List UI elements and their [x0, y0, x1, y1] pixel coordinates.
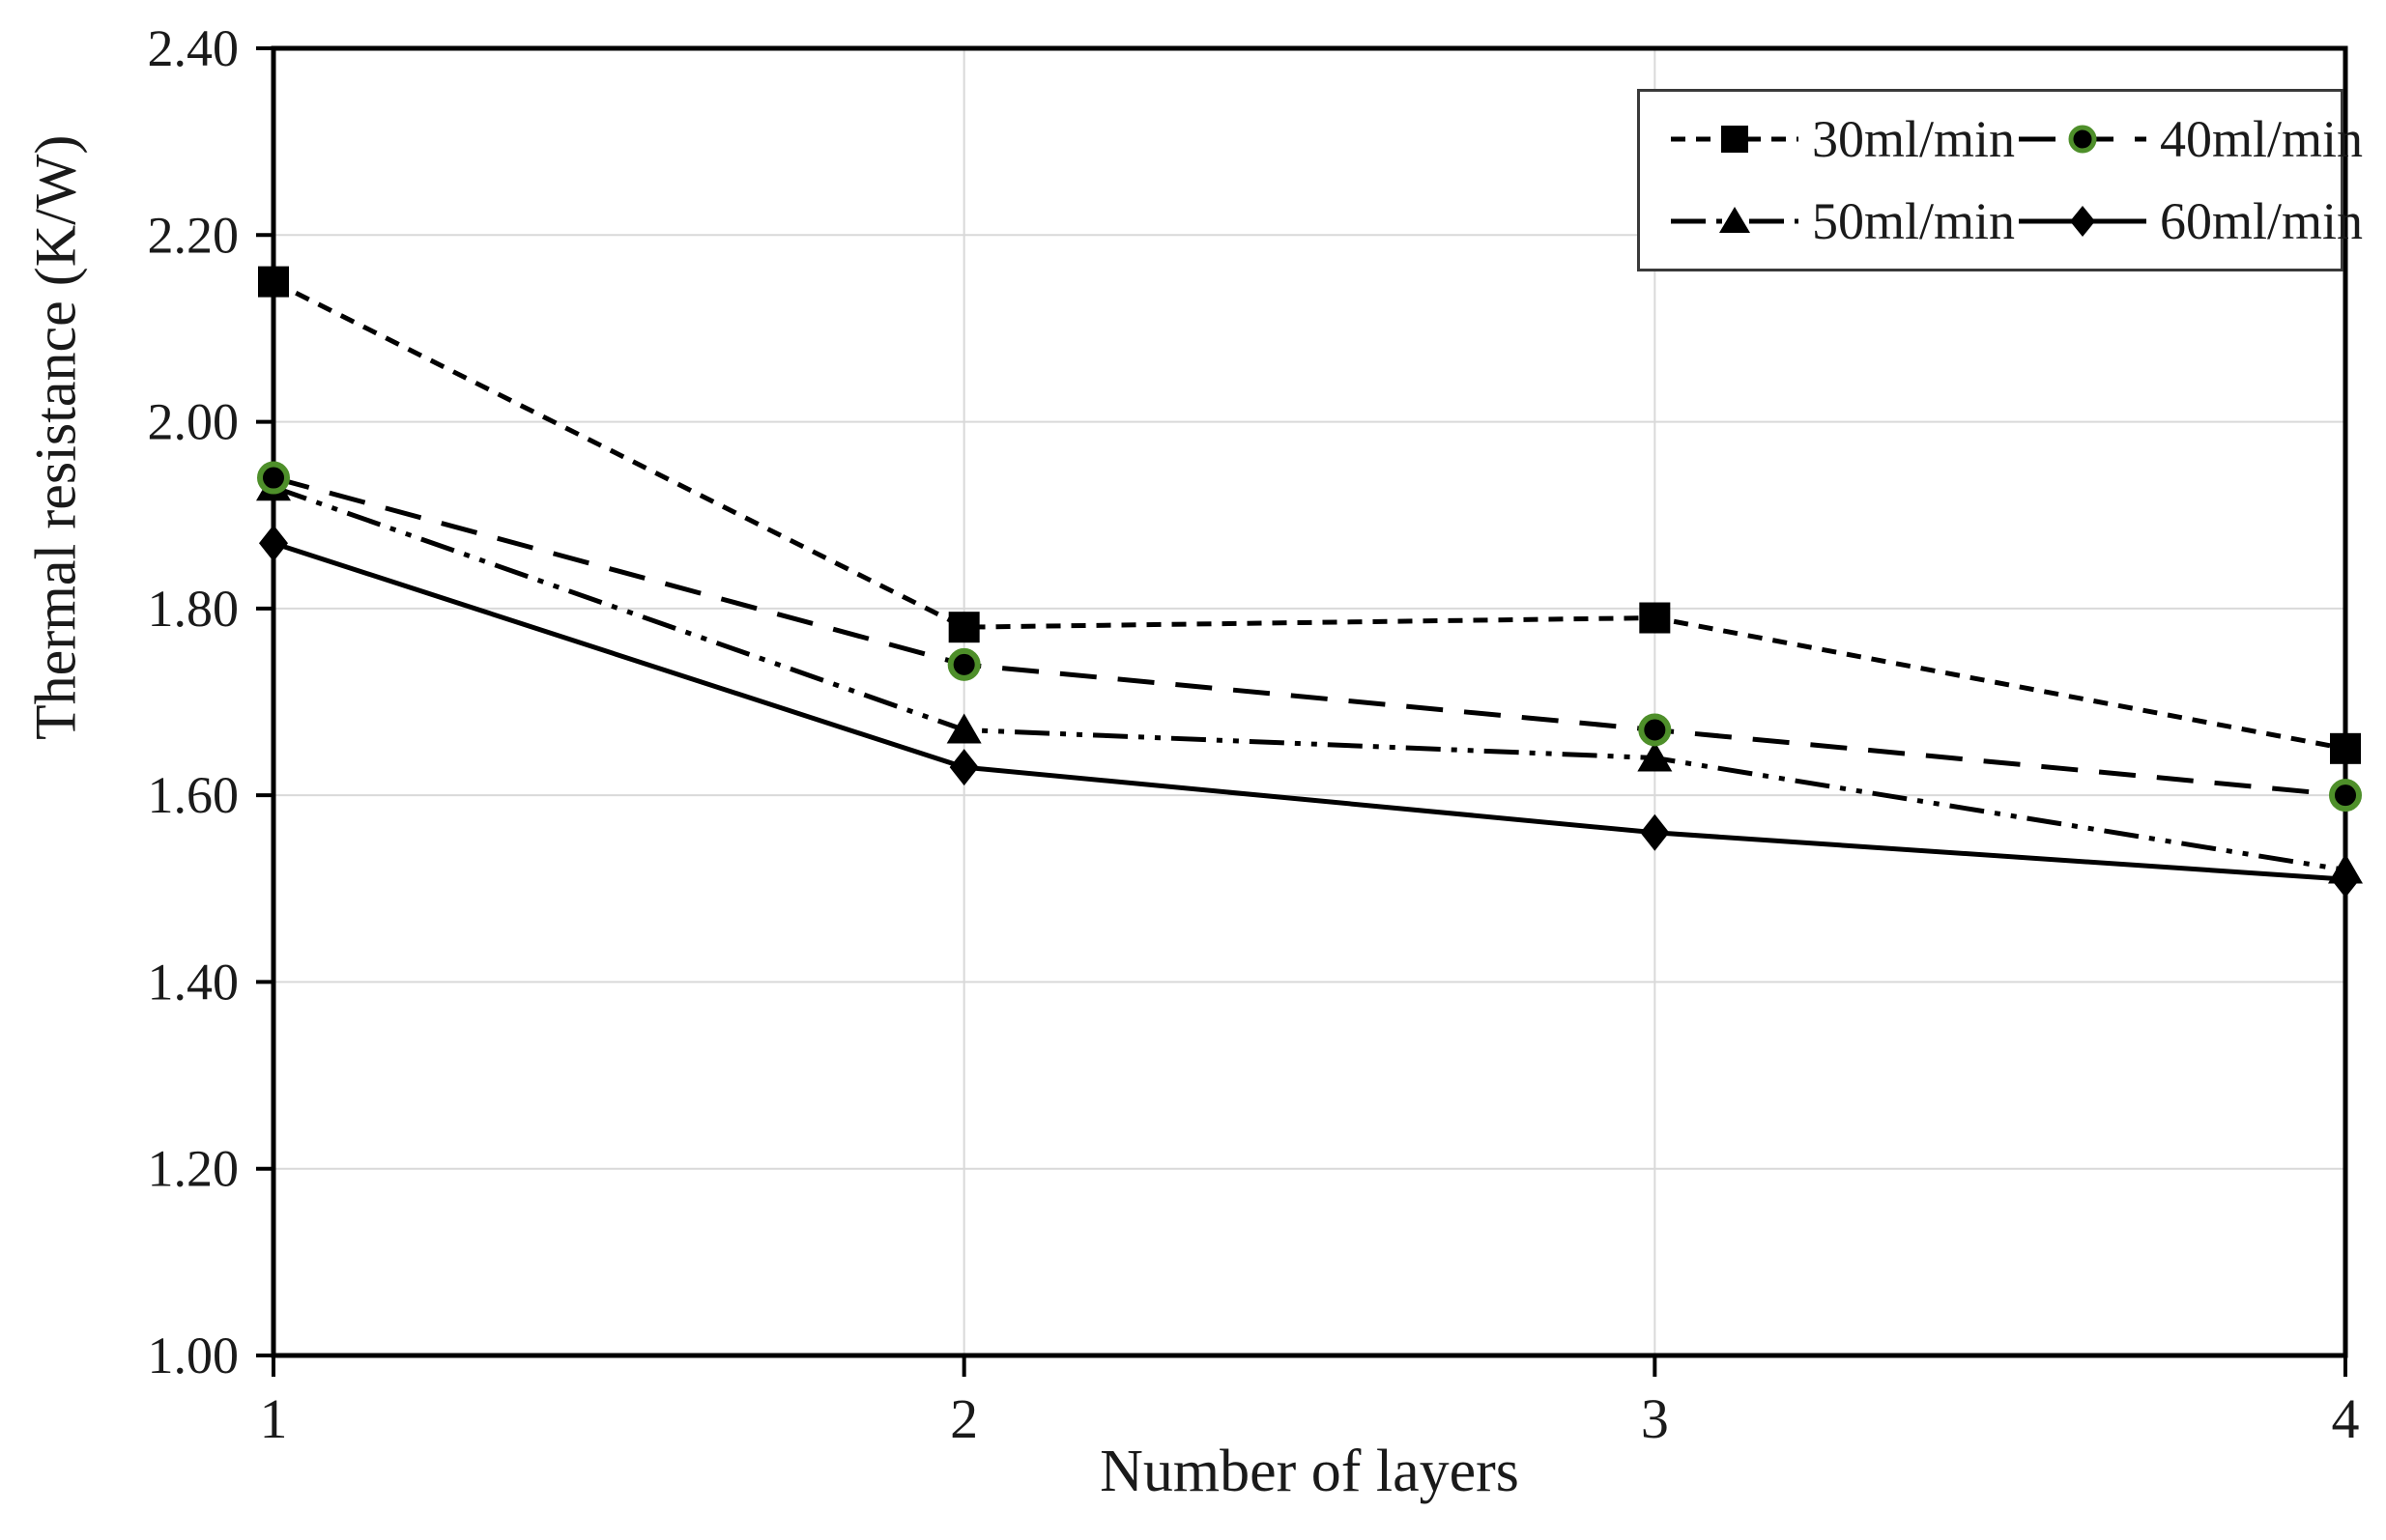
- y-tick-label: 1.20: [148, 1140, 240, 1198]
- y-tick-label: 1.00: [148, 1326, 240, 1384]
- x-tick-labels: 1 2 3 4: [260, 1387, 2360, 1450]
- legend-triangle-dashdot-icon: [1671, 207, 1798, 234]
- legend-label: 30ml/min: [1812, 109, 2016, 168]
- legend-label: 40ml/min: [2160, 109, 2364, 168]
- series-line: [273, 475, 2346, 798]
- data-point-marker-triangle: [946, 713, 982, 744]
- legend-entry-50ml: 50ml/min: [1667, 195, 2015, 247]
- data-point-marker-square: [2330, 732, 2361, 764]
- data-point-marker-diamond: [259, 525, 288, 562]
- x-tick-label: 3: [1641, 1387, 1669, 1450]
- data-point-marker-diamond: [949, 749, 979, 786]
- legend-circle-longdash-icon: [2019, 125, 2147, 154]
- legend-label: 50ml/min: [1812, 192, 2016, 251]
- data-point-marker-circle: [947, 647, 981, 681]
- x-tick-label: 2: [950, 1387, 978, 1450]
- plot-frame: [271, 45, 2348, 1358]
- series-60ml/min: [259, 525, 2360, 898]
- data-point-marker-triangle: [1637, 741, 1673, 772]
- legend-square-dash-icon: [1671, 125, 1798, 153]
- y-tick-label: 1.60: [148, 766, 240, 824]
- series-line: [273, 484, 2346, 872]
- x-tick-label: 4: [2332, 1387, 2360, 1450]
- data-point-marker-circle: [1638, 713, 1672, 747]
- y-tick-label: 2.40: [148, 19, 240, 77]
- data-point-marker-square: [1639, 602, 1671, 634]
- axis-ticks: [256, 46, 2347, 1377]
- legend-entry-40ml: 40ml/min: [2015, 113, 2363, 165]
- y-tick-label: 2.20: [148, 206, 240, 264]
- x-tick-label: 1: [260, 1387, 288, 1450]
- data-point-marker-diamond: [1640, 813, 1670, 851]
- series-30ml/min: [258, 266, 2361, 764]
- data-point-marker-diamond: [2331, 861, 2360, 898]
- series-line: [273, 540, 2346, 882]
- legend-entry-60ml: 60ml/min: [2015, 195, 2363, 247]
- series-40ml/min: [257, 461, 2362, 813]
- legend-entry-30ml: 30ml/min: [1667, 113, 2015, 165]
- legend: 30ml/min 40ml/min 50ml/min 60ml/min: [1637, 89, 2363, 271]
- legend-diamond-solid-icon: [2019, 206, 2147, 238]
- y-tick-label: 2.00: [148, 393, 240, 451]
- series-50ml/min: [256, 471, 2363, 884]
- legend-label: 60ml/min: [2160, 192, 2364, 251]
- gridlines: [273, 48, 2345, 1355]
- x-axis-title: Number of layers: [1100, 1439, 1519, 1504]
- y-tick-labels: 1.00 1.20 1.40 1.60 1.80 2.00 2.20 2.40: [148, 19, 240, 1384]
- y-tick-label: 1.80: [148, 580, 240, 638]
- data-point-marker-square: [258, 266, 289, 298]
- y-axis-title: Thermal resistance (K/W): [23, 134, 88, 740]
- data-point-marker-square: [948, 612, 980, 643]
- y-tick-label: 1.40: [148, 953, 240, 1011]
- series-line: [272, 279, 2346, 752]
- data-point-marker-circle: [2329, 779, 2362, 813]
- data-point-marker-circle: [257, 461, 290, 495]
